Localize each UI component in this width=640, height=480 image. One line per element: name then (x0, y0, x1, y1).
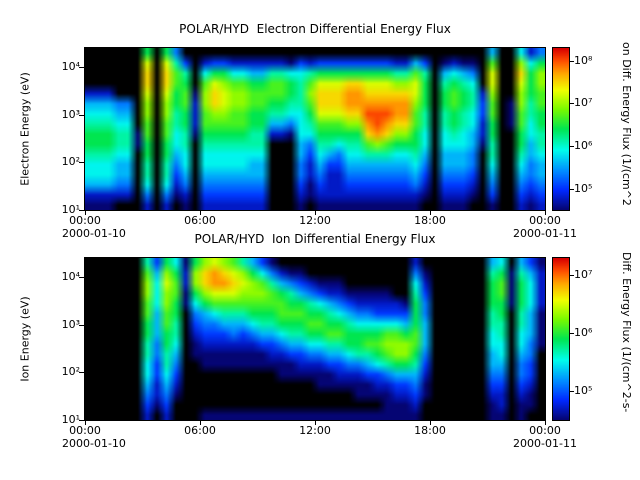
x-tick-label: 12:00 (299, 214, 331, 227)
y-tick-mark (79, 372, 85, 373)
ion-panel-title: POLAR/HYD Ion Differential Energy Flux (194, 232, 436, 246)
x-tick-mark (85, 420, 86, 425)
colorbar-tick-mark (570, 103, 574, 104)
colorbar-tick-mark (570, 333, 574, 334)
y-tick-label: 10⁴ (61, 270, 80, 284)
x-tick-label: 00:00 (69, 424, 101, 437)
electron-spectrogram (84, 47, 546, 211)
y-tick-label: 10¹ (61, 203, 80, 216)
y-tick-mark (79, 325, 85, 326)
ion-colorbar-axis-label: Diff. Energy Flux (1/(cm^2-s- (620, 252, 633, 413)
colorbar-tick-mark (570, 275, 574, 276)
colorbar-tick-mark (570, 189, 574, 190)
x-tick-mark (430, 420, 431, 425)
x-tick-label: 18:00 (414, 214, 446, 227)
electron-flux-panel: POLAR/HYD Electron Differential Energy F… (0, 22, 640, 240)
x-tick-mark (545, 420, 546, 425)
y-tick-label: 10² (61, 365, 80, 379)
colorbar-tick-label: 10⁷ (574, 268, 593, 282)
y-tick-mark (79, 162, 85, 163)
ion-colorbar (552, 257, 570, 421)
x-tick-label: 12:00 (299, 424, 331, 437)
y-tick-mark (79, 210, 85, 211)
y-tick-label: 10³ (61, 107, 80, 121)
ion-y-axis-label: Ion Energy (eV) (18, 296, 32, 382)
ion-start-date-label: 2000-01-10 (62, 437, 126, 450)
x-tick-label: 18:00 (414, 424, 446, 437)
colorbar-tick-mark (570, 146, 574, 147)
y-tick-mark (79, 420, 85, 421)
electron-colorbar-axis-label: on Diff. Energy Flux (1/(cm^2 (620, 42, 633, 206)
colorbar-tick-mark (570, 61, 574, 62)
ion-flux-panel: POLAR/HYD Ion Differential Energy Flux I… (0, 232, 640, 450)
x-tick-label: 00:00 (529, 424, 561, 437)
x-tick-label: 00:00 (69, 214, 101, 227)
electron-y-axis-label: Electron Energy (eV) (18, 72, 32, 186)
x-tick-label: 06:00 (184, 424, 216, 437)
x-tick-label: 00:00 (529, 214, 561, 227)
y-tick-label: 10⁴ (61, 60, 80, 74)
x-tick-mark (200, 210, 201, 215)
electron-colorbar (552, 47, 570, 211)
x-tick-mark (315, 210, 316, 215)
colorbar-tick-label: 10⁵ (574, 181, 593, 195)
ion-spectrogram (84, 257, 546, 421)
y-tick-mark (79, 277, 85, 278)
x-tick-label: 06:00 (184, 214, 216, 227)
x-tick-mark (545, 210, 546, 215)
electron-panel-title: POLAR/HYD Electron Differential Energy F… (179, 22, 451, 36)
colorbar-tick-label: 10⁸ (574, 53, 593, 67)
y-tick-label: 10¹ (61, 413, 80, 426)
y-tick-label: 10² (61, 155, 80, 169)
colorbar-tick-label: 10⁶ (574, 139, 593, 153)
x-tick-mark (430, 210, 431, 215)
x-tick-mark (200, 420, 201, 425)
colorbar-tick-label: 10⁶ (574, 326, 593, 340)
ion-end-date-label: 2000-01-11 (513, 437, 577, 450)
electron-start-date-label: 2000-01-10 (62, 227, 126, 240)
x-tick-mark (315, 420, 316, 425)
colorbar-tick-mark (570, 391, 574, 392)
colorbar-tick-label: 10⁵ (574, 384, 593, 398)
x-tick-mark (85, 210, 86, 215)
y-tick-mark (79, 115, 85, 116)
electron-end-date-label: 2000-01-11 (513, 227, 577, 240)
y-tick-label: 10³ (61, 317, 80, 331)
y-tick-mark (79, 67, 85, 68)
colorbar-tick-label: 10⁷ (574, 96, 593, 110)
